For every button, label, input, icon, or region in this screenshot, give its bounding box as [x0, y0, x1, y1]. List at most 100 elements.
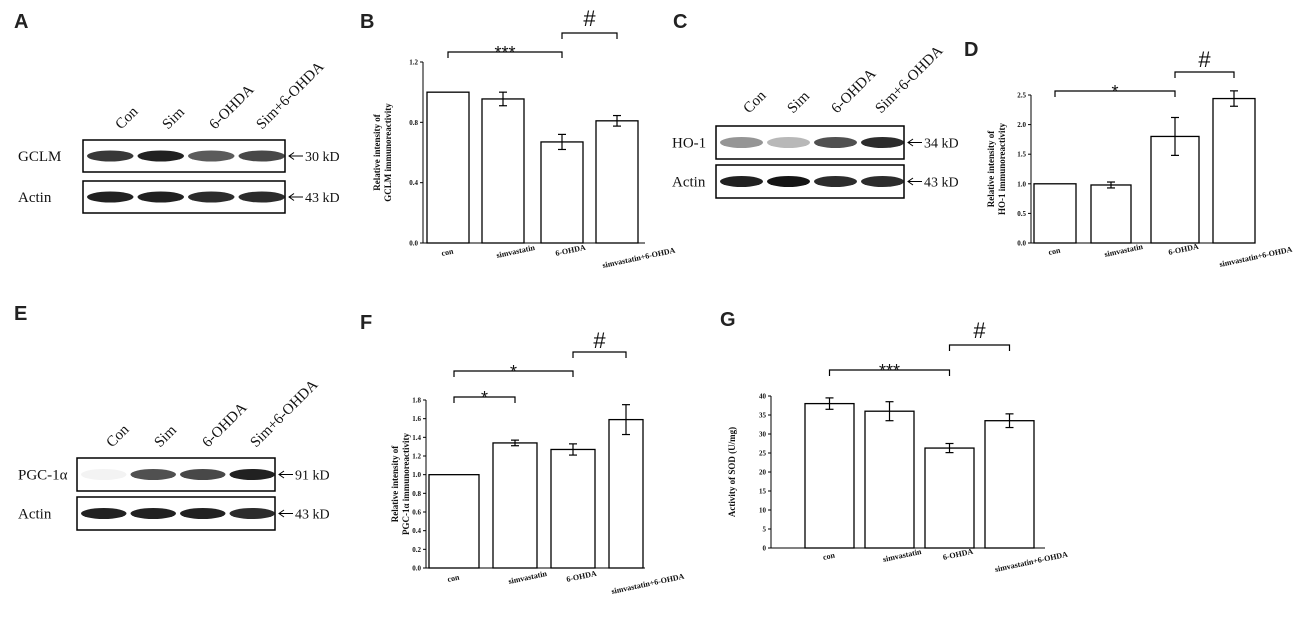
blot-band — [130, 508, 176, 519]
y-axis-label: Relative intensity of — [986, 130, 996, 207]
blot-band — [81, 469, 127, 480]
lane-label: 6-OHDA — [207, 82, 258, 133]
significance-bracket — [948, 344, 1011, 351]
blot-band — [87, 150, 134, 162]
y-tick-label: 0.8 — [409, 119, 418, 127]
y-tick-label: 1.4 — [412, 434, 421, 442]
panel-letter-c: C — [673, 11, 687, 33]
y-tick-label: 1.0 — [1017, 180, 1026, 188]
bar-chart-panel-f: F 0.0 0.2 0.4 0.6 0.8 1.0 1.2 1.4 1.6 1.8 Relative … — [360, 312, 685, 596]
significance-bracket — [828, 369, 951, 376]
lane-label: Con — [741, 87, 770, 116]
blot-band — [238, 150, 285, 162]
bar-chart-panel-d: D 0.0 0.5 1.0 1.5 2.0 2.5 Relative intensity of… — [964, 39, 1293, 269]
y-tick-label: 1.2 — [409, 59, 418, 67]
bar-simvastatin — [1090, 184, 1132, 244]
protein-label: Actin — [18, 190, 52, 206]
y-tick-label: 0.0 — [1017, 240, 1026, 248]
y-tick-label: 15 — [759, 488, 767, 496]
blot-band — [814, 176, 857, 187]
blot-band — [87, 191, 134, 203]
kd-label: 43 kD — [924, 176, 959, 191]
y-tick-label: 1.6 — [412, 415, 421, 423]
panel-letter-a: A — [14, 11, 28, 33]
bar-simvastatin — [864, 410, 915, 549]
significance-hash: # — [583, 6, 596, 31]
y-tick-label: 1.2 — [412, 453, 421, 461]
category-label: 6-OHDA — [1168, 242, 1200, 257]
significance-bracket — [453, 370, 574, 377]
kd-label: 43 kD — [295, 508, 330, 523]
y-tick-label: 25 — [759, 450, 767, 458]
lane-label: Sim+6-OHDA — [254, 59, 328, 133]
lane-label: Con — [104, 421, 133, 450]
significance-bracket — [453, 396, 516, 403]
category-label: simvastatin — [882, 547, 923, 564]
category-label: con — [447, 573, 461, 584]
category-label: simvastatin+6-OHDA — [994, 550, 1069, 574]
blot-band — [180, 469, 226, 480]
y-tick-label: 0.0 — [409, 240, 418, 248]
y-tick-label: 40 — [759, 393, 767, 401]
y-tick-label: 0.4 — [409, 179, 418, 187]
significance-bracket — [561, 32, 618, 39]
protein-label: HO-1 — [672, 136, 706, 152]
bar-con — [804, 402, 855, 549]
kd-label: 34 kD — [924, 137, 959, 152]
category-label: 6-OHDA — [566, 569, 598, 584]
bar-con — [428, 474, 480, 569]
protein-label: PGC-1α — [18, 468, 68, 484]
protein-label: Actin — [672, 175, 706, 191]
significance-bracket — [1174, 71, 1235, 78]
lane-label: Sim+6-OHDA — [248, 377, 322, 451]
panel-letter-e: E — [14, 303, 27, 325]
blot-band — [861, 176, 904, 187]
arrow-head — [288, 152, 295, 160]
bar-6-OHDA — [550, 448, 596, 569]
blot-band — [720, 176, 763, 187]
arrow-head — [907, 177, 914, 186]
arrow-head — [278, 470, 285, 479]
arrow-head — [288, 193, 295, 201]
bar-simvastatin — [492, 442, 538, 569]
category-label: simvastatin — [496, 243, 537, 260]
bar-chart-panel-g: G 0 5 10 15 20 25 30 35 40 Activity of SOD (U/mg) c… — [720, 309, 1069, 574]
lane-label: Sim+6-OHDA — [873, 43, 947, 117]
panel-letter-b: B — [360, 11, 374, 33]
category-label: simvastatin — [508, 569, 549, 586]
blot-band — [861, 137, 904, 148]
bar-simvastatin+6-OHDA — [608, 418, 644, 569]
significance-hash: # — [1198, 47, 1211, 72]
category-label: simvastatin — [1104, 242, 1145, 259]
y-tick-label: 0.2 — [412, 546, 421, 554]
blot-band — [767, 137, 810, 148]
y-tick-label: 0.4 — [412, 527, 421, 535]
y-tick-label: 1.0 — [412, 471, 421, 479]
kd-label: 91 kD — [295, 469, 330, 484]
lane-label: Con — [113, 103, 142, 132]
y-axis-label: Activity of SOD (U/mg) — [727, 427, 737, 517]
y-tick-label: 20 — [759, 469, 767, 477]
y-axis-label: PGC-1α immunoreactivity — [401, 432, 411, 535]
lane-label: 6-OHDA — [200, 400, 251, 451]
significance-hash: # — [593, 328, 606, 353]
blot-band — [137, 150, 184, 162]
significance-stars: * — [1111, 82, 1118, 102]
y-tick-label: 2.5 — [1017, 92, 1026, 100]
y-tick-label: 1.8 — [412, 397, 421, 405]
significance-hash: # — [973, 318, 986, 343]
y-tick-label: 1.5 — [1017, 151, 1026, 159]
bar-con — [1033, 183, 1077, 244]
protein-label: Actin — [18, 507, 52, 523]
lane-label: Sim — [785, 88, 814, 117]
bar-con — [426, 91, 470, 244]
significance-stars: *** — [494, 43, 515, 63]
category-label: con — [822, 551, 836, 562]
bar-simvastatin — [481, 98, 525, 244]
lane-label: 6-OHDA — [829, 66, 880, 117]
y-axis-label: Relative intensity of — [372, 113, 382, 190]
significance-stars: *** — [879, 361, 900, 381]
y-tick-label: 10 — [759, 507, 767, 515]
